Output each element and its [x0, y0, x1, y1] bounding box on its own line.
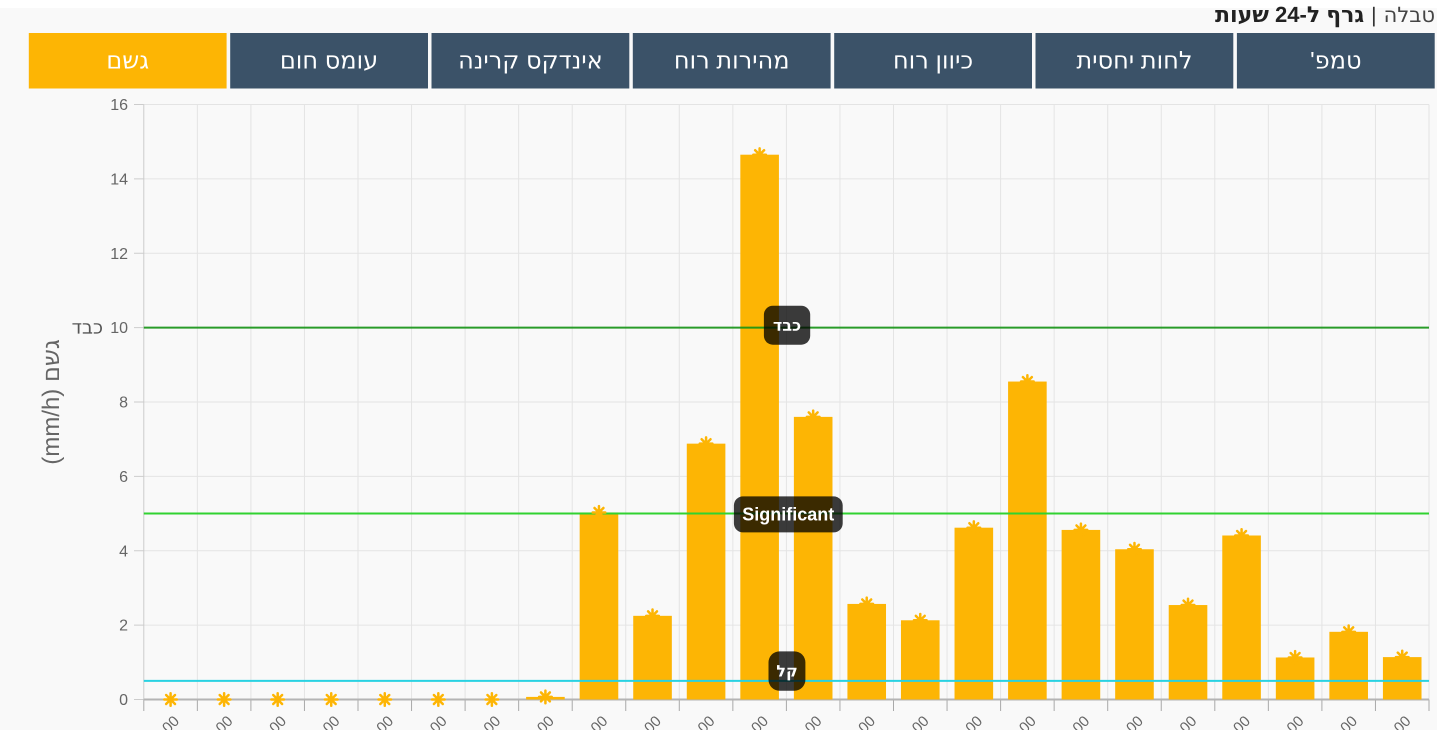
svg-text:6: 6 [119, 469, 128, 486]
svg-text:16: 16 [110, 97, 128, 114]
svg-text:4: 4 [119, 543, 128, 560]
svg-text:12: 12 [110, 246, 128, 263]
svg-text:Significant: Significant [742, 505, 834, 525]
svg-text:8: 8 [119, 395, 128, 412]
svg-text:10: 10 [110, 320, 128, 337]
svg-text:14: 14 [110, 171, 128, 188]
svg-text:0: 0 [119, 692, 128, 709]
svg-text:2: 2 [119, 618, 128, 635]
